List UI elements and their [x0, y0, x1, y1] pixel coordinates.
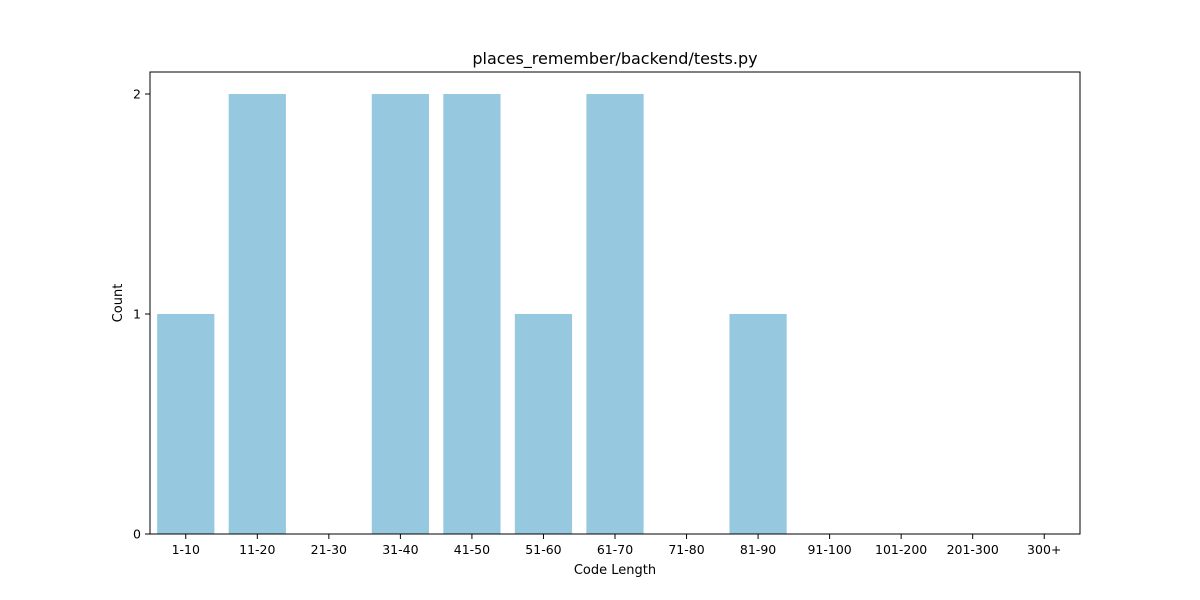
bars-layer [157, 94, 787, 534]
bar-81-90 [729, 314, 787, 534]
x-tick-label: 11-20 [239, 542, 275, 557]
x-tick-label: 201-300 [947, 542, 999, 557]
x-tick-label: 101-200 [875, 542, 927, 557]
x-axis: 1-10 11-20 21-30 31-40 41-50 51-60 61-70 71-80 8… [172, 534, 1061, 557]
x-tick-label: 81-90 [740, 542, 776, 557]
x-tick-label: 61-70 [597, 542, 633, 557]
y-tick-label: 1 [133, 307, 141, 322]
x-axis-label: Code Length [574, 563, 656, 578]
x-tick-label: 21-30 [311, 542, 347, 557]
x-tick-label: 1-10 [172, 542, 200, 557]
x-tick-label: 300+ [1027, 542, 1061, 557]
x-tick-label: 51-60 [525, 542, 561, 557]
chart-title: places_remember/backend/tests.py [472, 49, 757, 69]
x-tick-label: 31-40 [382, 542, 418, 557]
bar-11-20 [228, 94, 286, 534]
bar-61-70 [586, 94, 644, 534]
bar-41-50 [443, 94, 501, 534]
y-axis: 0 1 2 [133, 87, 150, 542]
bar-51-60 [514, 314, 573, 534]
x-tick-label: 91-100 [807, 542, 851, 557]
bar-1-10 [157, 314, 215, 534]
x-tick-label: 71-80 [668, 542, 704, 557]
y-tick-label: 0 [133, 527, 141, 542]
bar-31-40 [371, 94, 429, 534]
x-tick-label: 41-50 [454, 542, 490, 557]
y-axis-label: Count [111, 284, 126, 323]
y-tick-label: 2 [133, 87, 141, 102]
